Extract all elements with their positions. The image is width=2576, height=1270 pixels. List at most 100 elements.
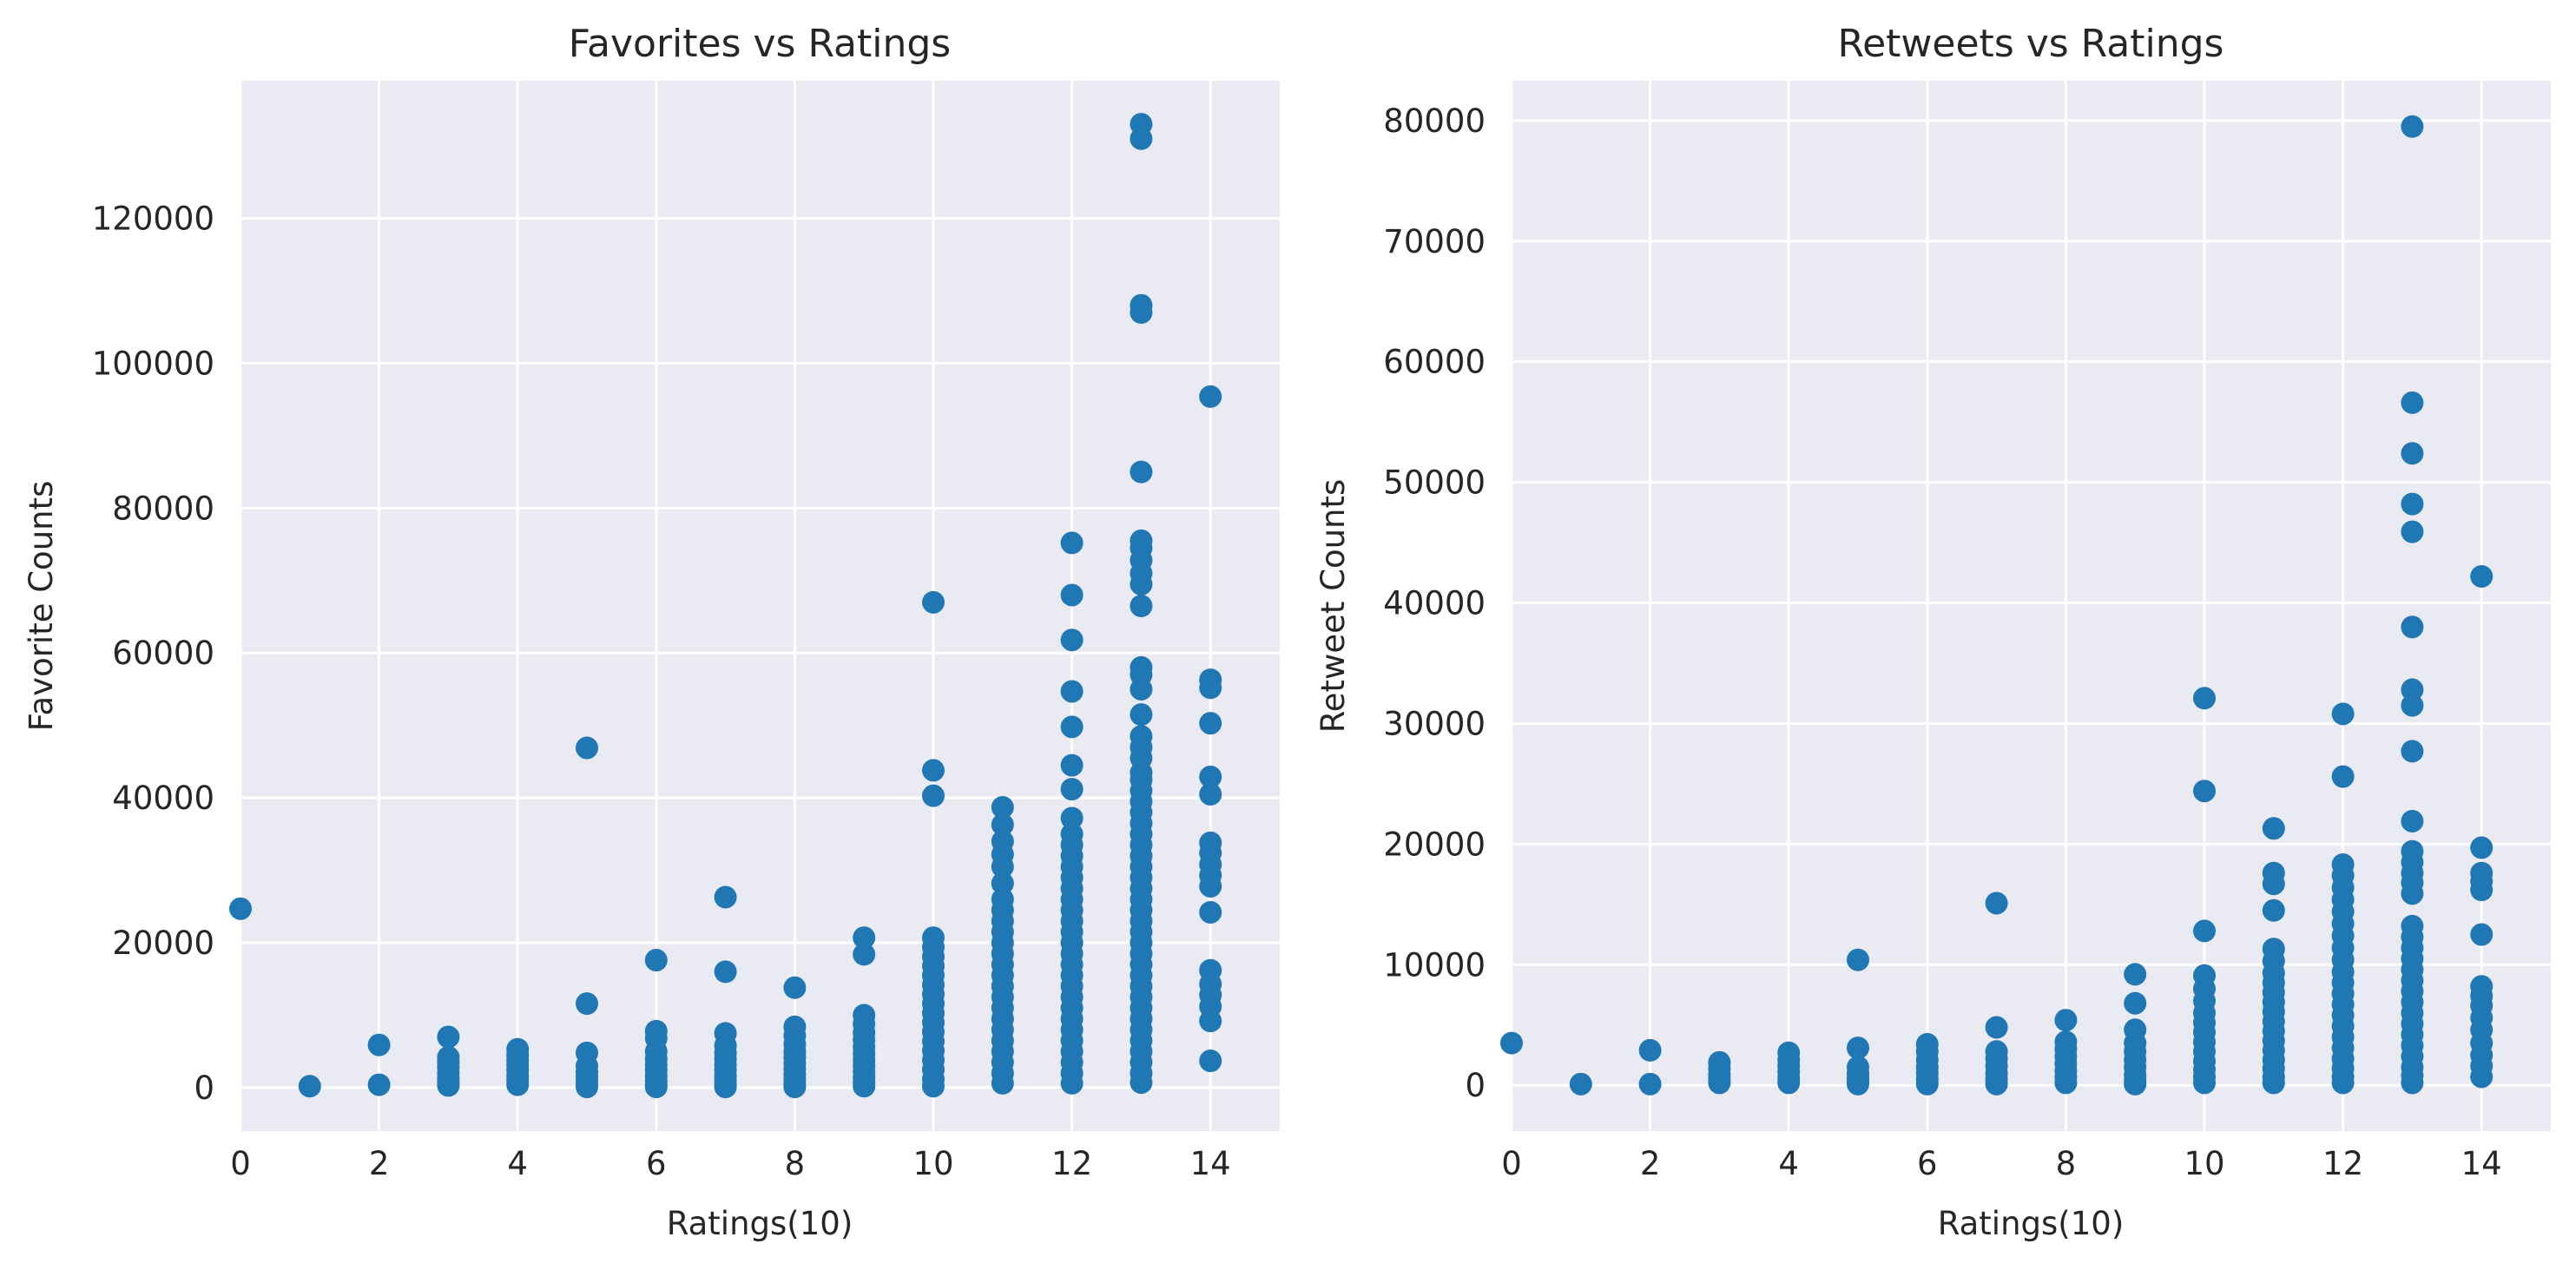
y-tick-label: 10000 xyxy=(1383,946,1486,984)
scatter-point xyxy=(1708,1071,1731,1095)
scatter-point xyxy=(2124,963,2147,986)
x-tick-label: 4 xyxy=(507,1145,528,1182)
y-tick-label: 60000 xyxy=(1383,344,1486,381)
scatter-point xyxy=(1569,1072,1592,1096)
scatter-point xyxy=(1130,703,1153,727)
scatter-point xyxy=(2262,872,2285,896)
scatter-point xyxy=(2470,564,2494,588)
scatter-point xyxy=(2193,780,2216,803)
scatter-point xyxy=(1638,1072,1662,1096)
y-tick-labels: 0 10000 20000 30000 40000 50000 60000 70000 8000… xyxy=(1383,102,1486,1104)
scatter-point xyxy=(2401,694,2424,717)
scatter-point xyxy=(783,976,807,999)
x-axis-label: Ratings(10) xyxy=(667,1205,853,1242)
y-tick-label: 120000 xyxy=(92,201,214,238)
scatter-points xyxy=(229,113,1222,1099)
y-tick-label: 60000 xyxy=(112,635,214,672)
scatter-point xyxy=(991,795,1014,819)
scatter-point xyxy=(2401,520,2424,543)
scatter-point xyxy=(298,1075,321,1098)
scatter-point xyxy=(2401,809,2424,832)
y-tick-label: 20000 xyxy=(1383,826,1486,863)
y-tick-label: 100000 xyxy=(92,345,214,382)
scatter-point xyxy=(991,1071,1014,1095)
scatter-point xyxy=(1130,595,1153,617)
scatter-point xyxy=(1985,1072,2008,1096)
scatter-point xyxy=(2124,1072,2147,1096)
scatter-point xyxy=(714,960,737,984)
scatter-point xyxy=(1199,782,1222,806)
scatter-point xyxy=(1985,892,2008,915)
scatter-point xyxy=(1777,1071,1801,1095)
scatter-point xyxy=(1199,1010,1222,1033)
y-tick-label: 30000 xyxy=(1383,705,1486,742)
scatter-point xyxy=(2054,1009,2078,1032)
scatter-point xyxy=(2193,687,2216,710)
y-tick-label: 0 xyxy=(1465,1067,1486,1104)
scatter-point xyxy=(2401,391,2424,414)
scatter-point xyxy=(437,1025,460,1049)
scatter-point xyxy=(1199,900,1222,924)
x-tick-label: 12 xyxy=(2322,1145,2363,1182)
scatter-point xyxy=(2331,702,2355,726)
x-tick-label: 2 xyxy=(369,1145,390,1182)
scatter-point xyxy=(853,943,876,966)
scatter-point xyxy=(922,590,945,614)
x-tick-label: 8 xyxy=(2056,1145,2077,1182)
x-tick-label: 6 xyxy=(1917,1145,1938,1182)
scatter-point xyxy=(1060,680,1084,703)
scatter-point xyxy=(2401,115,2424,138)
x-tick-label: 6 xyxy=(646,1145,667,1182)
plot-area xyxy=(240,81,1280,1131)
scatter-point xyxy=(2193,919,2216,943)
scatter-point xyxy=(1060,753,1084,777)
x-tick-label: 0 xyxy=(1501,1145,1522,1182)
scatter-point xyxy=(2470,836,2494,859)
grid xyxy=(1510,81,2551,1131)
plot-area xyxy=(1512,81,2551,1131)
x-tick-label: 10 xyxy=(912,1145,953,1182)
scatter-point xyxy=(1060,715,1084,739)
scatter-point xyxy=(2401,492,2424,516)
scatter-point xyxy=(1060,778,1084,801)
scatter-point xyxy=(991,813,1014,837)
scatter-point xyxy=(2401,615,2424,639)
scatter-point xyxy=(576,736,598,760)
y-axis-label: Favorite Counts xyxy=(23,481,60,732)
x-tick-label: 8 xyxy=(785,1145,806,1182)
scatter-point xyxy=(1847,1072,1869,1096)
scatter-point xyxy=(2470,1065,2494,1089)
scatter-point xyxy=(2262,898,2285,922)
scatter-point xyxy=(367,1033,391,1056)
scatter-point xyxy=(1638,1038,1662,1062)
y-axis-label: Retweet Counts xyxy=(1314,479,1352,734)
scatter-point xyxy=(1130,127,1153,150)
scatter-point xyxy=(1060,628,1084,652)
scatter-point xyxy=(1060,806,1084,830)
scatter-point xyxy=(229,897,252,920)
scatter-point xyxy=(2401,442,2424,465)
scatter-point xyxy=(1060,1071,1084,1095)
scatter-point xyxy=(2401,882,2424,905)
x-tick-label: 0 xyxy=(230,1145,251,1182)
scatter-point xyxy=(2401,678,2424,701)
scatter-point xyxy=(1199,765,1222,788)
scatter-point xyxy=(714,1076,737,1099)
x-tick-labels: 0 2 4 6 8 10 12 14 xyxy=(230,1145,1231,1182)
scatter-point xyxy=(1060,531,1084,555)
y-tick-label: 80000 xyxy=(112,490,214,527)
scatter-point xyxy=(783,1076,807,1099)
scatter-point xyxy=(2401,740,2424,763)
scatter-point xyxy=(1199,385,1222,408)
scatter-point xyxy=(1060,583,1084,607)
scatter-point xyxy=(991,872,1014,895)
scatter-point xyxy=(1199,676,1222,700)
scatter-point xyxy=(922,784,945,807)
scatter-point xyxy=(1199,1050,1222,1073)
scatter-point xyxy=(1199,712,1222,735)
scatter-point xyxy=(2470,923,2494,946)
y-tick-label: 20000 xyxy=(112,925,214,962)
scatter-point xyxy=(2331,765,2355,788)
scatter-point xyxy=(1915,1072,1939,1096)
